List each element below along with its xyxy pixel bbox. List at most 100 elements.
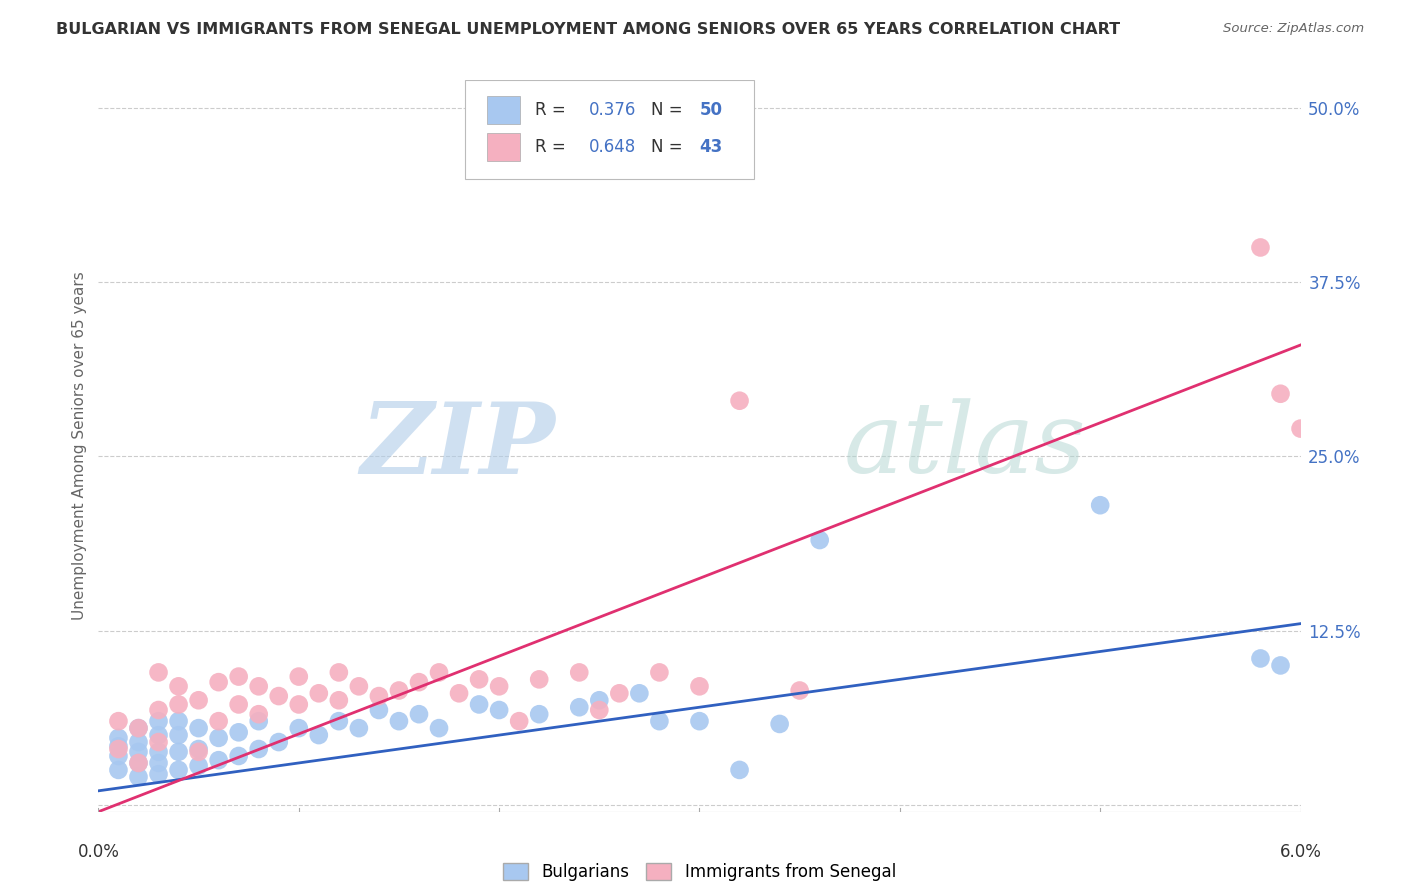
Point [588, 703, 610, 717]
Point [447, 686, 470, 700]
Text: BULGARIAN VS IMMIGRANTS FROM SENEGAL UNEMPLOYMENT AMONG SENIORS OVER 65 YEARS CO: BULGARIAN VS IMMIGRANTS FROM SENEGAL UNE… [56, 22, 1121, 37]
Point [789, 683, 811, 698]
Point [769, 717, 792, 731]
Point [148, 735, 170, 749]
Point [588, 693, 610, 707]
Bar [486, 133, 520, 161]
Text: 50: 50 [700, 102, 723, 120]
Point [167, 679, 190, 693]
Point [247, 714, 270, 728]
Point [468, 698, 491, 712]
Point [488, 703, 510, 717]
Text: 0.648: 0.648 [589, 138, 636, 156]
Point [208, 753, 231, 767]
Text: R =: R = [534, 138, 565, 156]
Point [288, 669, 311, 683]
Point [128, 745, 150, 759]
Point [1270, 658, 1292, 673]
Point [408, 675, 430, 690]
Point [468, 673, 491, 687]
Point [427, 665, 450, 680]
Point [347, 679, 370, 693]
Text: 43: 43 [700, 138, 723, 156]
Text: 0.0%: 0.0% [77, 843, 120, 861]
Point [247, 707, 270, 722]
Legend: Bulgarians, Immigrants from Senegal: Bulgarians, Immigrants from Senegal [496, 856, 903, 888]
Point [187, 745, 209, 759]
Point [148, 745, 170, 759]
Point [368, 703, 391, 717]
Point [228, 725, 250, 739]
Point [388, 714, 411, 728]
Point [368, 689, 391, 703]
Point [267, 689, 290, 703]
Point [247, 679, 270, 693]
Point [388, 683, 411, 698]
Text: R =: R = [534, 102, 565, 120]
Y-axis label: Unemployment Among Seniors over 65 years: Unemployment Among Seniors over 65 years [72, 272, 87, 620]
Point [408, 707, 430, 722]
Point [308, 728, 330, 742]
Point [107, 714, 129, 728]
Point [1250, 651, 1272, 665]
Point [128, 721, 150, 735]
Point [427, 721, 450, 735]
Text: N =: N = [651, 102, 683, 120]
Point [208, 675, 231, 690]
Point [228, 749, 250, 764]
Point [167, 714, 190, 728]
Point [167, 728, 190, 742]
Point [167, 698, 190, 712]
Point [328, 665, 350, 680]
Point [148, 756, 170, 770]
Point [187, 693, 209, 707]
Point [689, 679, 711, 693]
Point [128, 721, 150, 735]
Point [808, 533, 831, 547]
Point [568, 665, 591, 680]
FancyBboxPatch shape [465, 80, 754, 179]
Point [228, 698, 250, 712]
Point [568, 700, 591, 714]
Point [1090, 498, 1112, 512]
Point [107, 763, 129, 777]
Point [128, 756, 150, 770]
Point [328, 693, 350, 707]
Point [148, 703, 170, 717]
Point [187, 742, 209, 756]
Point [308, 686, 330, 700]
Point [1289, 421, 1312, 435]
Text: N =: N = [651, 138, 683, 156]
Point [247, 742, 270, 756]
Point [1250, 240, 1272, 254]
Point [148, 728, 170, 742]
Point [187, 721, 209, 735]
Point [107, 749, 129, 764]
Bar [486, 96, 520, 124]
Text: Source: ZipAtlas.com: Source: ZipAtlas.com [1223, 22, 1364, 36]
Point [728, 763, 751, 777]
Point [107, 731, 129, 745]
Point [288, 721, 311, 735]
Point [167, 763, 190, 777]
Point [267, 735, 290, 749]
Point [148, 767, 170, 781]
Point [1270, 386, 1292, 401]
Point [208, 714, 231, 728]
Text: 6.0%: 6.0% [1279, 843, 1322, 861]
Point [187, 758, 209, 772]
Point [488, 679, 510, 693]
Point [728, 393, 751, 408]
Point [347, 721, 370, 735]
Point [648, 714, 671, 728]
Point [128, 756, 150, 770]
Point [148, 665, 170, 680]
Point [148, 714, 170, 728]
Point [689, 714, 711, 728]
Point [529, 707, 551, 722]
Point [609, 686, 631, 700]
Point [128, 735, 150, 749]
Text: ZIP: ZIP [360, 398, 555, 494]
Point [328, 714, 350, 728]
Point [529, 673, 551, 687]
